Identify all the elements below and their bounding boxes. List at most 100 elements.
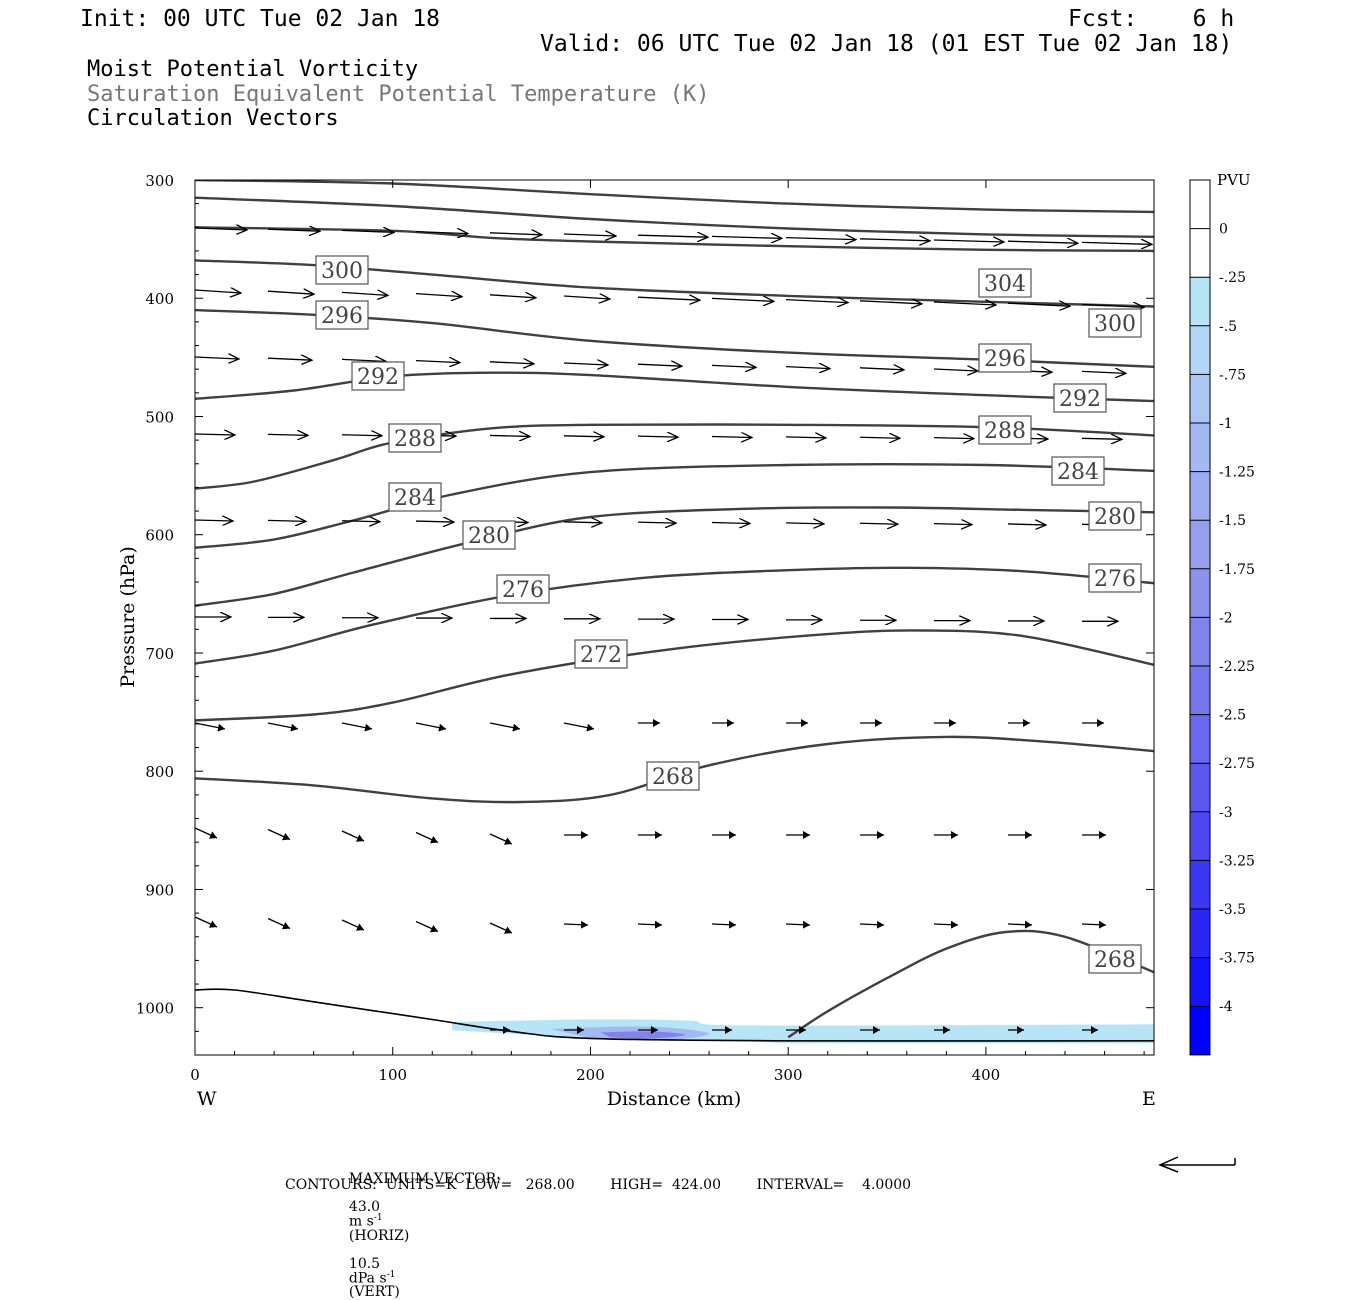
- circulation-vector: [637, 920, 663, 929]
- circulation-vector: [859, 368, 904, 370]
- y-tick-label: 500: [145, 408, 174, 426]
- circulation-vector: [341, 722, 373, 732]
- circulation-vector: [267, 434, 308, 435]
- circulation-vector: [267, 520, 306, 521]
- circulation-vector: [563, 296, 610, 299]
- colorbar-segment: [1190, 860, 1210, 910]
- circulation-vector: [933, 524, 972, 525]
- colorbar-segment: [1190, 1006, 1210, 1056]
- colorbar-label: -3.5: [1219, 902, 1246, 918]
- y-axis-label: Pressure (hPa): [117, 546, 139, 688]
- circulation-vector: [711, 365, 756, 367]
- x-axis-label: Distance (km): [607, 1088, 742, 1110]
- x-tick-label: 400: [972, 1066, 1001, 1084]
- circulation-vector: [194, 290, 241, 293]
- colorbar-label: -3.25: [1219, 853, 1255, 869]
- colorbar-label: -2.5: [1219, 708, 1246, 724]
- contour-label: 292: [1059, 387, 1101, 412]
- circulation-vector: [711, 920, 737, 929]
- y-tick-label: 400: [145, 290, 174, 308]
- circulation-vector: [194, 916, 218, 928]
- pv-region-light: [452, 1019, 1154, 1044]
- colorbar-segment: [1190, 325, 1210, 375]
- circulation-vector: [489, 362, 534, 364]
- circulation-vector: [711, 437, 752, 438]
- circulation-vector: [637, 364, 682, 366]
- contour-line-5: [195, 371, 1154, 403]
- max-vector-label: MAXIMUM VECTOR:: [348, 1171, 501, 1187]
- circulation-vector: [785, 437, 826, 438]
- circulation-vector: [341, 292, 388, 295]
- circulation-vector: [341, 435, 382, 436]
- circulation-vector: [341, 521, 380, 522]
- x-tick-label: 0: [190, 1066, 200, 1084]
- contour-line-9: [195, 566, 1154, 665]
- contour-label: 268: [652, 765, 694, 790]
- circulation-vector: [194, 722, 226, 732]
- circulation-vector: [711, 298, 774, 301]
- contour-label-box: [315, 255, 369, 285]
- circulation-vector: [711, 236, 782, 238]
- colorbar-label: -2: [1219, 610, 1233, 626]
- x-end-label-east: E: [1142, 1088, 1156, 1110]
- colorbar-label: -1.5: [1219, 513, 1246, 529]
- circulation-vector: [415, 232, 468, 234]
- colorbar-label: -.5: [1219, 319, 1237, 335]
- colorbar-label: 0: [1219, 222, 1228, 238]
- x-tick-label: 200: [576, 1066, 605, 1084]
- circulation-vector: [563, 722, 595, 732]
- circulation-vector: [489, 922, 513, 934]
- contour-label-box: [351, 361, 405, 391]
- contour-label: 296: [321, 304, 363, 329]
- colorbar-label: -2.25: [1219, 659, 1255, 675]
- contours-info: CONTOURS: UNITS=K LOW= 268.00 HIGH= 424.…: [285, 1177, 912, 1193]
- circulation-vector: [1007, 920, 1033, 929]
- circulation-vector: [1081, 242, 1152, 244]
- contour-label-box: [1088, 501, 1142, 531]
- max-vert-value: 10.5: [348, 1255, 381, 1272]
- circulation-vector: [194, 520, 233, 521]
- circulation-vector: [563, 234, 616, 236]
- circulation-vector: [637, 297, 700, 300]
- circulation-vector: [194, 228, 247, 230]
- circulation-vector: [341, 359, 386, 361]
- colorbar-segment: [1190, 277, 1210, 327]
- circulation-vector: [415, 521, 454, 522]
- circulation-vector: [341, 919, 365, 931]
- init-time: Init: 00 UTC Tue 02 Jan 18: [80, 6, 441, 32]
- title-mpv: Moist Potential Vorticity: [87, 57, 419, 82]
- colorbar-segment: [1190, 423, 1210, 473]
- contour-label-box: [462, 520, 516, 550]
- contour-label-box: [315, 300, 369, 330]
- circulation-vector: [489, 233, 542, 235]
- contour-label: 272: [580, 643, 622, 668]
- contour-line-1: [195, 196, 1154, 238]
- colorbar-segment: [1190, 909, 1210, 959]
- pv-region-core-dark: [600, 1031, 686, 1039]
- contour-line-7: [195, 462, 1154, 549]
- colorbar-segment: [1190, 471, 1210, 521]
- colorbar-label: -3: [1219, 805, 1233, 821]
- circulation-vector: [637, 235, 708, 237]
- contour-label-box: [978, 343, 1032, 373]
- circulation-vector: [563, 436, 604, 437]
- contour-label: 280: [468, 524, 510, 549]
- circulation-vector: [194, 357, 239, 359]
- circulation-vector: [1081, 920, 1107, 929]
- circulation-vector: [194, 827, 218, 839]
- valid-time: Valid: 06 UTC Tue 02 Jan 18 (01 EST Tue …: [540, 31, 1233, 57]
- circulation-vector: [1081, 371, 1126, 373]
- y-tick-label: 300: [145, 172, 174, 190]
- circulation-vector: [859, 437, 900, 438]
- circulation-vector: [1081, 438, 1122, 439]
- contour-label-box: [1088, 308, 1142, 338]
- colorbar-label: -2.75: [1219, 756, 1255, 772]
- circulation-vector: [489, 833, 513, 845]
- surface-line: [195, 988, 1154, 1042]
- x-tick-label: 300: [774, 1066, 803, 1084]
- circulation-vector: [489, 722, 521, 732]
- circulation-vector: [267, 828, 291, 841]
- contour-label: 292: [357, 365, 399, 390]
- circulation-vector: [785, 367, 830, 369]
- colorbar-segment: [1190, 666, 1210, 716]
